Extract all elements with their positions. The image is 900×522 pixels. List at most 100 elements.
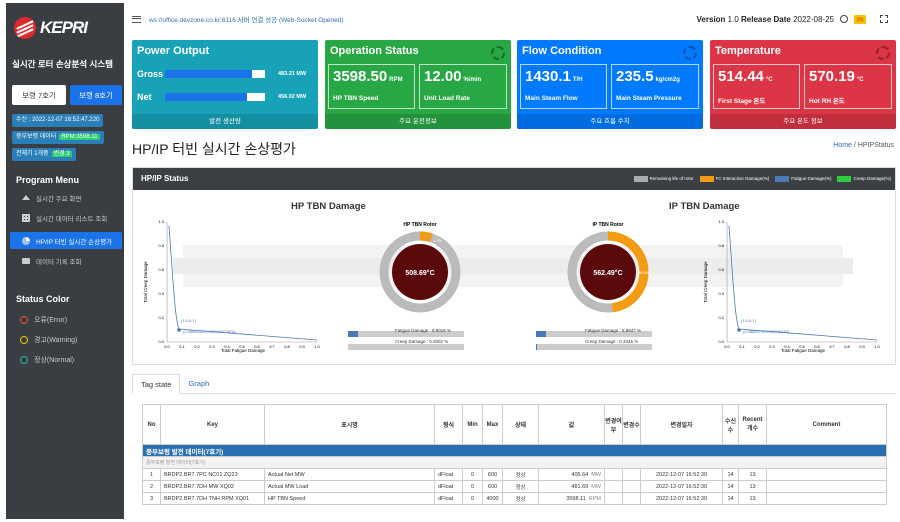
x-tick-label: 0.4 bbox=[224, 344, 230, 349]
ip-creep-bar bbox=[536, 344, 652, 350]
col-change-count[interactable]: 변경수 bbox=[622, 404, 641, 445]
fullscreen-icon[interactable] bbox=[880, 15, 888, 23]
ip-damage-title: IP TBN Damage bbox=[669, 201, 740, 212]
search-icon[interactable] bbox=[840, 15, 848, 23]
col-comment[interactable]: Comment bbox=[766, 404, 887, 445]
table-row[interactable]: 1 BRDP2.BR7.7PC NC01 ZQ23 Actual Net MW dFl… bbox=[142, 468, 887, 481]
ip-current-point[interactable] bbox=[737, 328, 741, 332]
operation-status-card: Operation Status 3598.50 RPM HP TBN Speed … bbox=[325, 40, 511, 129]
status-label: 경고(Warning) bbox=[34, 337, 78, 344]
system-title: 실시간 로터 손상분석 시스템 bbox=[12, 59, 113, 69]
rotor-shaft-core bbox=[173, 258, 853, 274]
col-min[interactable]: Min bbox=[462, 404, 483, 445]
cell-name: HP TBN Speed bbox=[264, 492, 435, 505]
menu-realtime-list[interactable]: 실시간 데이터 리스트 조회 bbox=[10, 209, 122, 226]
col-recent[interactable]: Recent 개수 bbox=[738, 404, 767, 445]
tab-graph[interactable]: Graph bbox=[188, 379, 210, 388]
unit-load-rate-metric: 12.00 %/min Unit Load Rate bbox=[419, 64, 507, 109]
y-tick-label: 0.2 bbox=[718, 315, 724, 320]
legend-fc[interactable]: FC Interaction Damage(%) bbox=[699, 168, 769, 190]
ip-ylabel: Total Creep Damage bbox=[703, 261, 708, 303]
hp-current-point[interactable] bbox=[177, 328, 181, 332]
unit-8-button[interactable]: 보령 8호기 bbox=[70, 85, 122, 105]
breadcrumb-home-link[interactable]: Home bbox=[833, 142, 852, 149]
cell-empty bbox=[604, 468, 623, 481]
temperature-card: Temperature 514.44 °C First Stage 온도 570.1… bbox=[710, 40, 896, 129]
col-display-name[interactable]: 표시명 bbox=[264, 404, 435, 445]
wrench-icon bbox=[683, 46, 697, 60]
program-menu-title: Program Menu bbox=[16, 175, 80, 185]
x-tick-label: 0.7 bbox=[829, 344, 835, 349]
breadcrumb-current: HPIPStatus bbox=[857, 142, 894, 149]
col-max[interactable]: Max bbox=[482, 404, 503, 445]
folder-icon bbox=[22, 257, 30, 264]
y-tick-label: 0.0 bbox=[718, 339, 724, 344]
card-title: Flow Condition bbox=[522, 45, 602, 57]
subgroup-label: 중부보령 발전 데이터(7호기) bbox=[142, 456, 887, 469]
table-row[interactable]: 2 BRDP2.BR7.7DH MW XQ02 Actual MW Load dFlo… bbox=[142, 480, 887, 493]
cell-recv: 14 bbox=[722, 480, 739, 493]
status-normal: 정상(Normal) bbox=[20, 355, 74, 365]
x-tick-label: 0.0 bbox=[164, 344, 170, 349]
thermometer-icon bbox=[876, 46, 890, 60]
menu-hpip-damage[interactable]: HP/IP 터빈 실시간 손상평가 bbox=[10, 232, 122, 249]
table-group-row[interactable]: 중부보령 발전 데이터(7호기) bbox=[142, 444, 887, 457]
hp-creep-bar bbox=[348, 344, 464, 350]
col-value[interactable]: 값 bbox=[538, 404, 605, 445]
damage-charts-svg: 0.00.00.1 0.20.20.3 0.40.40.5 0.60.60.7 0.80… bbox=[143, 219, 881, 353]
hp-damage-curve bbox=[168, 225, 318, 341]
table-row[interactable]: 3 BRDP2.BR7.7DH TNH RPM XQ01 HP TBN Speed d… bbox=[142, 492, 887, 505]
hamburger-menu-icon[interactable] bbox=[132, 15, 141, 23]
cell-name: Actual Net MW bbox=[264, 468, 435, 481]
x-tick-label: 0.9 bbox=[299, 344, 305, 349]
y-tick-label: 0.0 bbox=[158, 339, 164, 344]
x-tick-label: 0.8 bbox=[844, 344, 850, 349]
logo-text: KEPRI bbox=[40, 18, 88, 37]
warning-ring-icon bbox=[20, 336, 28, 344]
data-rpm-badge: 중부보령 데이터 RPM:3598.11 bbox=[12, 131, 104, 144]
table-header-row: No Key 표시명 형식 Min Max 상태 값 변경여부 변경수 변경일자… bbox=[142, 404, 887, 445]
cell-state: 정상 bbox=[502, 468, 539, 481]
col-change-date[interactable]: 변경일자 bbox=[640, 404, 723, 445]
x-tick-label: 0.9 bbox=[859, 344, 865, 349]
y-tick-label: 0.4 bbox=[718, 291, 724, 296]
status-label: 정상(Normal) bbox=[34, 357, 75, 364]
panel-header: HP/IP Status Remaining life of rotor FC … bbox=[133, 168, 895, 190]
version-info: Version 1.0 Release Date 2022-08-25 bbox=[696, 14, 834, 24]
cell-max: 600 bbox=[482, 468, 503, 481]
kepri-logo[interactable]: KEPRI bbox=[14, 15, 88, 41]
col-changed[interactable]: 변경여부 bbox=[604, 404, 623, 445]
status-error: 오류(Error) bbox=[20, 315, 67, 325]
col-no[interactable]: No bbox=[142, 404, 161, 445]
x-tick-label: 1.0 bbox=[874, 344, 880, 349]
legend-fatigue[interactable]: Fatigue Damage(%) bbox=[775, 168, 831, 190]
y-tick-label: 0.8 bbox=[718, 243, 724, 248]
cell-key: BRDP2.BR7.7DH TNH RPM XQ01 bbox=[160, 492, 265, 505]
col-recv-count[interactable]: 수신수 bbox=[722, 404, 739, 445]
col-state[interactable]: 상태 bbox=[502, 404, 539, 445]
unit-7-button[interactable]: 보령 7호기 bbox=[12, 85, 66, 105]
legend-creep[interactable]: Creep Damage(%) bbox=[837, 168, 891, 190]
status-color-title: Status Color bbox=[16, 294, 70, 304]
ip-point2-label: (1.0,0.1) bbox=[741, 318, 757, 323]
notification-badge[interactable]: 알림 bbox=[854, 14, 866, 24]
hp-donut-pct: 4.0% bbox=[433, 238, 443, 243]
grid-icon bbox=[22, 213, 30, 222]
cell-no: 1 bbox=[142, 468, 161, 481]
cell-empty bbox=[766, 468, 887, 481]
gross-bar bbox=[165, 70, 265, 78]
received-time-badge: 수신 : 2022-12-07 16:52:47.220 bbox=[12, 114, 104, 127]
legend-remaining[interactable]: Remaining life of rotor bbox=[633, 168, 694, 190]
table-subgroup-row: 중부보령 발전 데이터(7호기) bbox=[142, 456, 887, 469]
col-type[interactable]: 형식 bbox=[434, 404, 463, 445]
menu-realtime-main[interactable]: 실시간 주요 화면 bbox=[10, 189, 122, 206]
menu-data-history[interactable]: 데이터 기록 조회 bbox=[10, 252, 122, 269]
kepri-logo-icon bbox=[14, 17, 36, 39]
cell-empty bbox=[766, 492, 887, 505]
ip-temp-value: 562.49°C bbox=[593, 269, 622, 277]
tab-tag-state[interactable]: Tag state bbox=[132, 374, 181, 394]
col-key[interactable]: Key bbox=[160, 404, 265, 445]
sidebar: KEPRI 실시간 로터 손상분석 시스템 보령 7호기 보령 8호기 수신 :… bbox=[6, 3, 124, 519]
hp-ylabel: Total Creep Damage bbox=[143, 261, 148, 303]
cell-max: 600 bbox=[482, 480, 503, 493]
